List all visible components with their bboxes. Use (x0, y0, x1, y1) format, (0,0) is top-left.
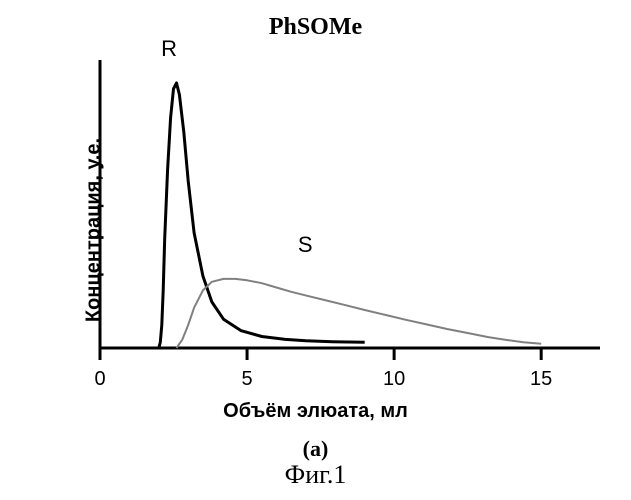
series-label-r: R (161, 36, 177, 62)
series-label-s: S (298, 232, 313, 258)
chart-container: PhSOMe Концентрация, у.е. 051015 Объём э… (0, 0, 631, 500)
x-tick: 15 (530, 368, 552, 391)
x-tick: 5 (241, 368, 252, 391)
figure-label: Фиг.1 (0, 460, 631, 490)
subcaption: (a) (0, 436, 631, 462)
chart-plot (0, 0, 631, 500)
x-axis-label: Объём элюата, мл (0, 400, 631, 423)
x-tick-labels: 0 5 10 15 (0, 368, 631, 398)
x-tick: 10 (383, 368, 405, 391)
x-tick: 0 (94, 368, 105, 391)
